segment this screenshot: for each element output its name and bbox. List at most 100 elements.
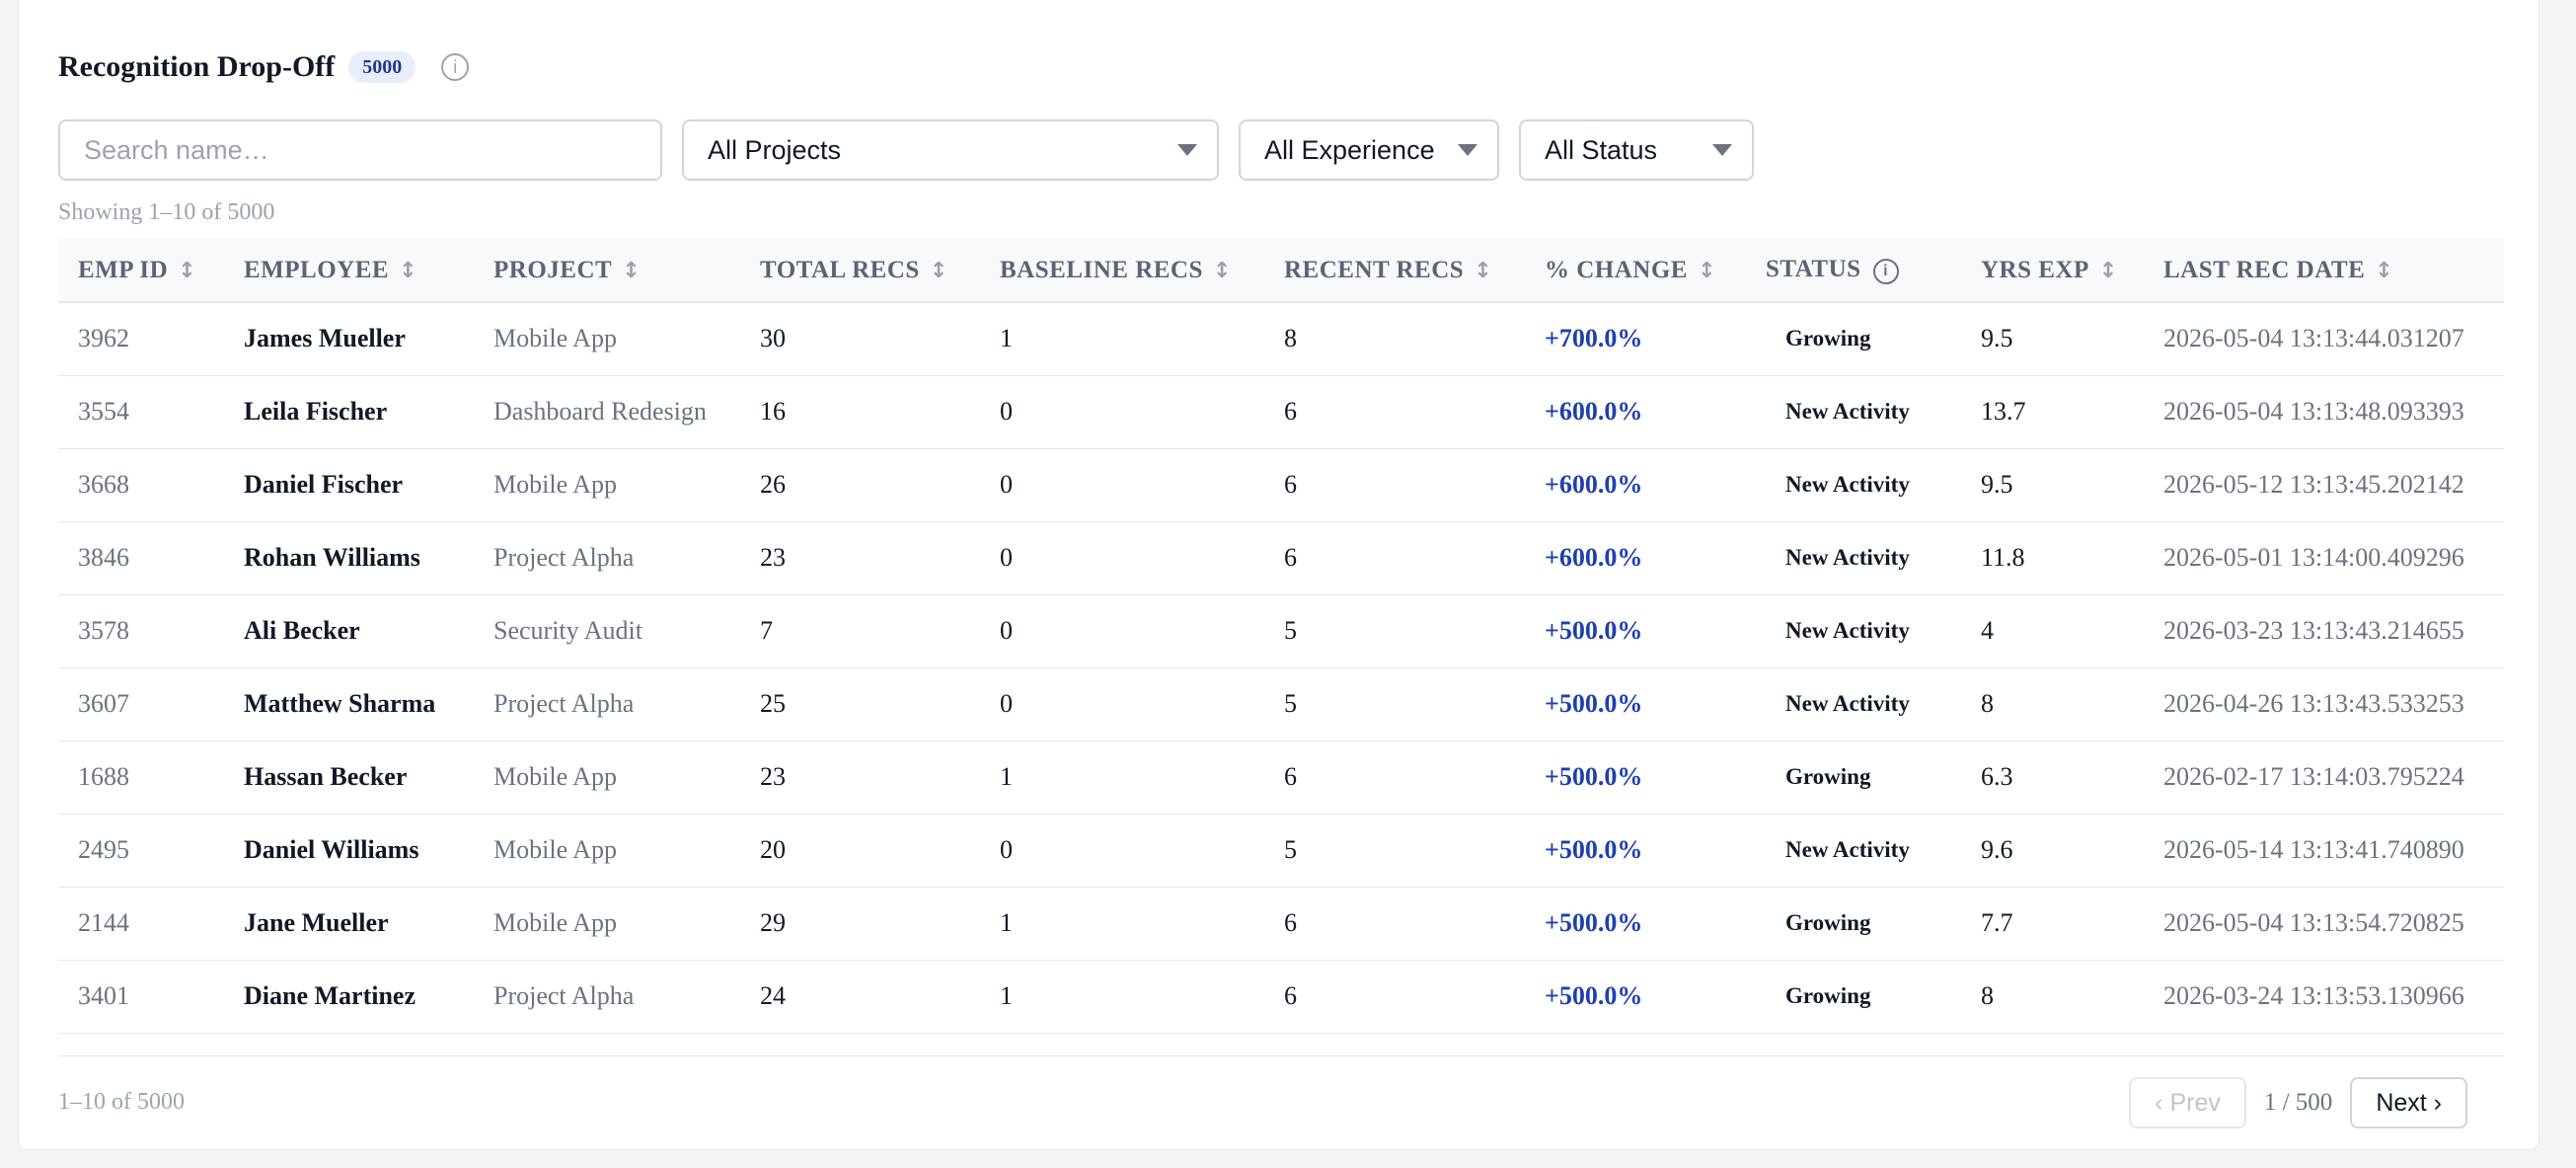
yrs-exp-cell: 9.5: [1981, 324, 2013, 353]
yrs-exp-cell: 13.7: [1981, 397, 2026, 426]
table-row[interactable]: 3962 James Mueller Mobile App 30 1 8 +70…: [58, 302, 2504, 375]
info-icon[interactable]: i: [1872, 258, 1899, 284]
baseline-recs-cell: 1: [1000, 762, 1013, 791]
change-cell: +500.0%: [1545, 908, 1643, 937]
recognition-dropoff-card: Recognition Drop-Off 5000 i All Projects…: [18, 0, 2539, 1150]
last-rec-date-cell: 2026-05-04 13:13:44.031207: [2163, 324, 2464, 353]
last-rec-date-cell: 2026-03-23 13:13:43.214655: [2163, 616, 2464, 645]
experience-select[interactable]: All Experience: [1239, 119, 1499, 181]
info-icon[interactable]: i: [441, 53, 470, 81]
search-input[interactable]: [58, 119, 662, 181]
total-recs-cell: 7: [760, 616, 773, 645]
total-recs-cell: 24: [760, 981, 786, 1010]
yrs-exp-cell: 4: [1981, 616, 1994, 645]
baseline-recs-cell: 0: [1000, 470, 1013, 499]
sort-icon[interactable]: ↕: [1697, 258, 1716, 283]
col-header-yrs-exp[interactable]: YRS EXP ↕: [1981, 256, 2118, 283]
change-cell: +500.0%: [1545, 835, 1643, 864]
sort-icon[interactable]: ↕: [622, 258, 642, 283]
project-select[interactable]: All Projects: [682, 119, 1219, 181]
table-row[interactable]: 1688 Hassan Becker Mobile App 23 1 6 +50…: [58, 740, 2504, 814]
status-select[interactable]: All Status: [1519, 119, 1754, 181]
total-recs-cell: 23: [760, 543, 786, 572]
status-cell: Growing: [1785, 910, 1871, 935]
col-header-total-recs[interactable]: TOTAL RECS ↕: [760, 256, 948, 283]
status-cell: Growing: [1785, 326, 1871, 351]
recent-recs-cell: 5: [1284, 689, 1297, 718]
emp-id-cell: 2495: [78, 835, 129, 864]
status-cell: New Activity: [1785, 837, 1910, 862]
table-row[interactable]: 3668 Daniel Fischer Mobile App 26 0 6 +6…: [58, 448, 2504, 521]
recent-recs-cell: 6: [1284, 470, 1297, 499]
col-header-emp-id[interactable]: EMP ID ↕: [78, 256, 197, 283]
recent-recs-cell: 6: [1284, 543, 1297, 572]
yrs-exp-cell: 8: [1981, 689, 1994, 718]
baseline-recs-cell: 1: [1000, 324, 1013, 353]
total-recs-cell: 30: [760, 324, 786, 353]
status-cell: Growing: [1785, 983, 1871, 1008]
last-rec-date-cell: 2026-03-24 13:13:53.130966: [2163, 981, 2464, 1010]
change-cell: +600.0%: [1545, 470, 1643, 499]
last-rec-date-cell: 2026-05-14 13:13:41.740890: [2163, 835, 2464, 864]
recent-recs-cell: 5: [1284, 616, 1297, 645]
change-cell: +600.0%: [1545, 397, 1643, 426]
yrs-exp-cell: 11.8: [1981, 543, 2025, 572]
sort-icon[interactable]: ↕: [929, 258, 948, 283]
footer-divider: [58, 1055, 2504, 1056]
sort-icon[interactable]: ↕: [1474, 258, 1493, 283]
table-row[interactable]: 2495 Daniel Williams Mobile App 20 0 5 +…: [58, 814, 2504, 887]
baseline-recs-cell: 0: [1000, 397, 1013, 426]
card-header: Recognition Drop-Off 5000 i: [58, 47, 470, 87]
showing-count: Showing 1–10 of 5000: [58, 199, 275, 225]
employee-name-cell: Diane Martinez: [244, 981, 417, 1010]
project-cell: Project Alpha: [493, 981, 635, 1010]
table-body: 3962 James Mueller Mobile App 30 1 8 +70…: [58, 302, 2504, 1033]
change-cell: +500.0%: [1545, 616, 1643, 645]
change-cell: +500.0%: [1545, 689, 1643, 718]
recent-recs-cell: 6: [1284, 908, 1297, 937]
pagination: ‹ Prev 1 / 500 Next ›: [2129, 1077, 2467, 1129]
project-cell: Mobile App: [493, 470, 617, 499]
sort-icon[interactable]: ↕: [178, 258, 197, 283]
col-header-status: STATUS i: [1746, 239, 1961, 302]
emp-id-cell: 3607: [78, 689, 129, 718]
project-select-value: All Projects: [708, 134, 842, 165]
table-row[interactable]: 3846 Rohan Williams Project Alpha 23 0 6…: [58, 521, 2504, 594]
employee-name-cell: Jane Mueller: [244, 908, 389, 937]
change-cell: +700.0%: [1545, 324, 1643, 353]
chevron-down-icon: [1177, 144, 1197, 156]
yrs-exp-cell: 6.3: [1981, 762, 2013, 791]
yrs-exp-cell: 9.5: [1981, 470, 2013, 499]
baseline-recs-cell: 0: [1000, 616, 1013, 645]
prev-page-button[interactable]: ‹ Prev: [2129, 1077, 2246, 1129]
last-rec-date-cell: 2026-05-01 13:14:00.409296: [2163, 543, 2464, 572]
status-cell: Growing: [1785, 764, 1871, 789]
yrs-exp-cell: 7.7: [1981, 908, 2013, 937]
col-header-recent-recs[interactable]: RECENT RECS ↕: [1284, 256, 1493, 283]
baseline-recs-cell: 1: [1000, 981, 1013, 1010]
sort-icon[interactable]: ↕: [399, 258, 418, 283]
col-header-change[interactable]: % CHANGE ↕: [1545, 256, 1716, 283]
status-select-value: All Status: [1545, 134, 1658, 165]
sort-icon[interactable]: ↕: [2098, 258, 2118, 283]
next-page-button[interactable]: Next ›: [2350, 1077, 2467, 1129]
total-recs-cell: 25: [760, 689, 786, 718]
last-rec-date-cell: 2026-04-26 13:13:43.533253: [2163, 689, 2464, 718]
employee-name-cell: Leila Fischer: [244, 397, 388, 426]
table-row[interactable]: 3578 Ali Becker Security Audit 7 0 5 +50…: [58, 594, 2504, 667]
project-cell: Security Audit: [493, 616, 643, 645]
sort-icon[interactable]: ↕: [1212, 258, 1232, 283]
baseline-recs-cell: 0: [1000, 689, 1013, 718]
yrs-exp-cell: 9.6: [1981, 835, 2013, 864]
col-header-last-rec-date[interactable]: LAST REC DATE ↕: [2163, 256, 2394, 283]
col-header-project[interactable]: PROJECT ↕: [493, 256, 642, 283]
table-row[interactable]: 3554 Leila Fischer Dashboard Redesign 16…: [58, 375, 2504, 448]
chevron-down-icon: [1712, 144, 1732, 156]
col-header-employee[interactable]: EMPLOYEE ↕: [244, 256, 418, 283]
table-row[interactable]: 3607 Matthew Sharma Project Alpha 25 0 5…: [58, 667, 2504, 740]
sort-icon[interactable]: ↕: [2375, 258, 2394, 283]
col-header-baseline-recs[interactable]: BASELINE RECS ↕: [1000, 256, 1232, 283]
table-row[interactable]: 3401 Diane Martinez Project Alpha 24 1 6…: [58, 960, 2504, 1033]
employee-table: EMP ID ↕ EMPLOYEE ↕ PROJECT ↕ TOTAL RECS ↕ B…: [58, 239, 2504, 1034]
table-row[interactable]: 2144 Jane Mueller Mobile App 29 1 6 +500…: [58, 887, 2504, 960]
